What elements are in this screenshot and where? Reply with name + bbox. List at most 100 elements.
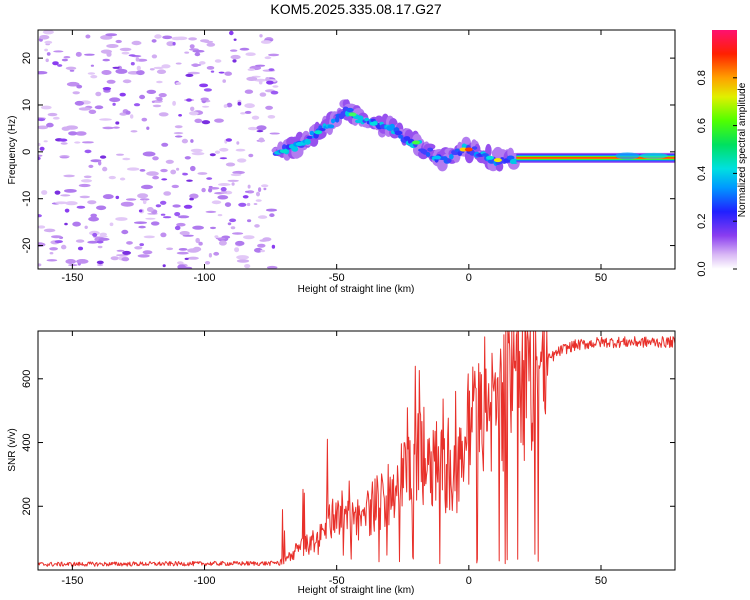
noise-speck [166,41,175,47]
colorbar-label: Normalized spectral amplitude [737,82,748,217]
noise-speck [65,201,78,206]
noise-speck [46,122,54,128]
noise-speck [209,153,216,157]
signal-peak [433,155,442,160]
noise-speck [175,82,182,85]
noise-speck [236,255,250,260]
noise-speck [146,126,150,130]
noise-speck [153,66,164,70]
noise-speck [220,187,227,192]
noise-speck [105,33,118,37]
noise-speck [131,40,142,46]
noise-speck [102,87,112,91]
snr-y-label: SNR (v/v) [7,428,18,471]
noise-speck [258,187,262,193]
signal-core [364,117,370,122]
noise-speck [134,221,147,224]
noise-speck [151,100,155,104]
noise-speck [158,112,169,117]
snr-x-ticks: -150 -100 -50 0 50 [61,331,607,587]
noise-speck [130,130,138,133]
noise-speck [141,184,153,190]
noise-speck [81,141,94,144]
noise-speck [177,264,186,269]
x-tick-label: -100 [194,575,216,587]
noise-speck [227,179,239,182]
noise-speck [178,248,188,251]
noise-speck [183,204,193,209]
noise-speck [259,239,268,242]
noise-speck [152,104,162,108]
noise-speck [230,173,242,177]
noise-speck [162,216,172,219]
noise-speck [254,78,267,82]
noise-speck [135,57,140,62]
noise-speck [102,194,114,200]
noise-speck [55,201,68,205]
noise-speck [179,231,190,236]
noise-speck [190,165,196,172]
noise-speck [188,37,198,41]
noise-speck [203,88,212,92]
noise-speck [49,247,58,251]
snr-panel: -150 -100 -50 0 50 200 400 600 Height of strai… [7,330,676,596]
x-tick-label: -50 [329,575,345,587]
noise-speck [265,77,270,82]
noise-speck [102,166,108,172]
noise-speck [64,208,70,213]
noise-speck [257,215,268,219]
noise-speck [139,94,146,100]
noise-speck [74,100,85,106]
noise-speck [236,259,250,263]
y-tick-label: 600 [21,370,33,388]
spectrogram-image [38,30,675,269]
noise-speck [40,105,52,110]
signal-core [306,135,314,139]
noise-speck [267,115,276,119]
noise-speck [204,261,211,265]
noise-speck [258,137,265,143]
noise-speck [189,193,199,199]
noise-speck [38,263,42,267]
noise-speck [100,155,107,159]
noise-speck [145,217,156,220]
signal-halo [424,143,436,150]
noise-speck [141,117,148,122]
x-tick-label: 0 [466,575,472,587]
noise-speck [136,65,141,71]
colorbar-gradient [712,30,737,269]
noise-speck [245,52,256,56]
noise-speck [112,126,120,129]
noise-speck [190,139,194,143]
signal-peak [295,142,304,146]
noise-speck [218,240,227,246]
noise-speck [233,38,237,41]
noise-speck [54,240,63,244]
noise-speck [177,261,184,265]
noise-speck [99,232,108,237]
noise-speck [116,249,125,252]
noise-speck [44,48,48,52]
noise-speck [63,174,75,178]
noise-speck [172,100,177,106]
noise-speck [236,141,240,145]
noise-speck [45,58,49,63]
noise-speck [98,160,102,166]
noise-speck [230,49,238,52]
signal-core [452,151,460,155]
signal-core [357,115,364,122]
signal-core [319,128,326,132]
noise-speck [42,30,54,35]
noise-speck [260,40,272,44]
noise-speck [227,222,232,226]
noise-speck [256,125,267,131]
noise-speck [208,253,212,258]
noise-speck [269,213,275,218]
noise-speck [125,110,131,115]
signal-core [427,147,434,152]
snr-x-label: Height of straight line (km) [298,585,415,596]
noise-speck [199,83,209,88]
noise-speck [226,102,233,108]
noise-speck [187,256,199,260]
